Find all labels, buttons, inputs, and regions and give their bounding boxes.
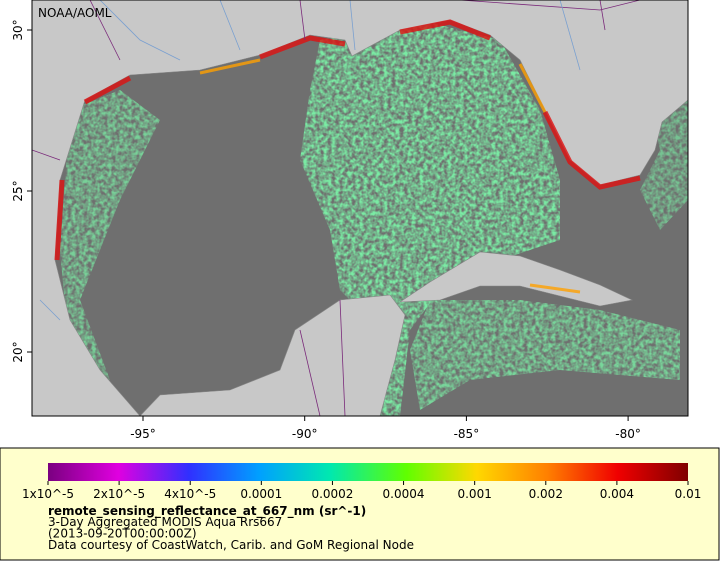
legend-line: (2013-09-20T00:00:00Z) [48,527,197,541]
lon-tick-label: -80° [615,427,641,441]
colorbar-label: 2x10^-5 [93,487,145,501]
lon-tick-label: -95° [130,427,156,441]
colorbar-label: 0.004 [600,487,634,501]
legend-line: 3-Day Aggregated MODIS Aqua Rrs667 [48,515,282,529]
colorbar-label: 0.002 [529,487,563,501]
data-patch [60,90,160,380]
colorbar-label: 0.0004 [383,487,425,501]
coastal-mid [199,58,581,294]
map-frame [31,0,689,417]
colorbar-label: 0.0001 [240,487,282,501]
colorbar [48,463,688,481]
legend-line: Data courtesy of CoastWatch, Carib. and … [48,538,414,552]
colorbar-label: 4x10^-5 [164,487,216,501]
credit: NOAA/AOML [38,6,112,20]
lat-tick-label: 30° [11,19,25,40]
legend-variable: remote_sensing_reflectance_at_667_nm (sr… [48,504,366,519]
lat-tick-label: 25° [11,180,25,201]
map-area [32,0,688,416]
rivers [39,0,581,321]
data-swath [300,20,560,416]
lon-tick-label: -85° [454,427,480,441]
colorbar-label: 1x10^-5 [22,487,74,501]
land [32,0,688,416]
data-swath [410,300,680,410]
lat-tick-label: 20° [11,341,25,362]
lon-tick-label: -90° [292,427,318,441]
colorbar-label: 0.01 [675,487,702,501]
colorbar-label: 0.001 [457,487,491,501]
borders [32,0,641,416]
colorbar-label: 0.0002 [311,487,353,501]
coastal-high [54,19,641,261]
